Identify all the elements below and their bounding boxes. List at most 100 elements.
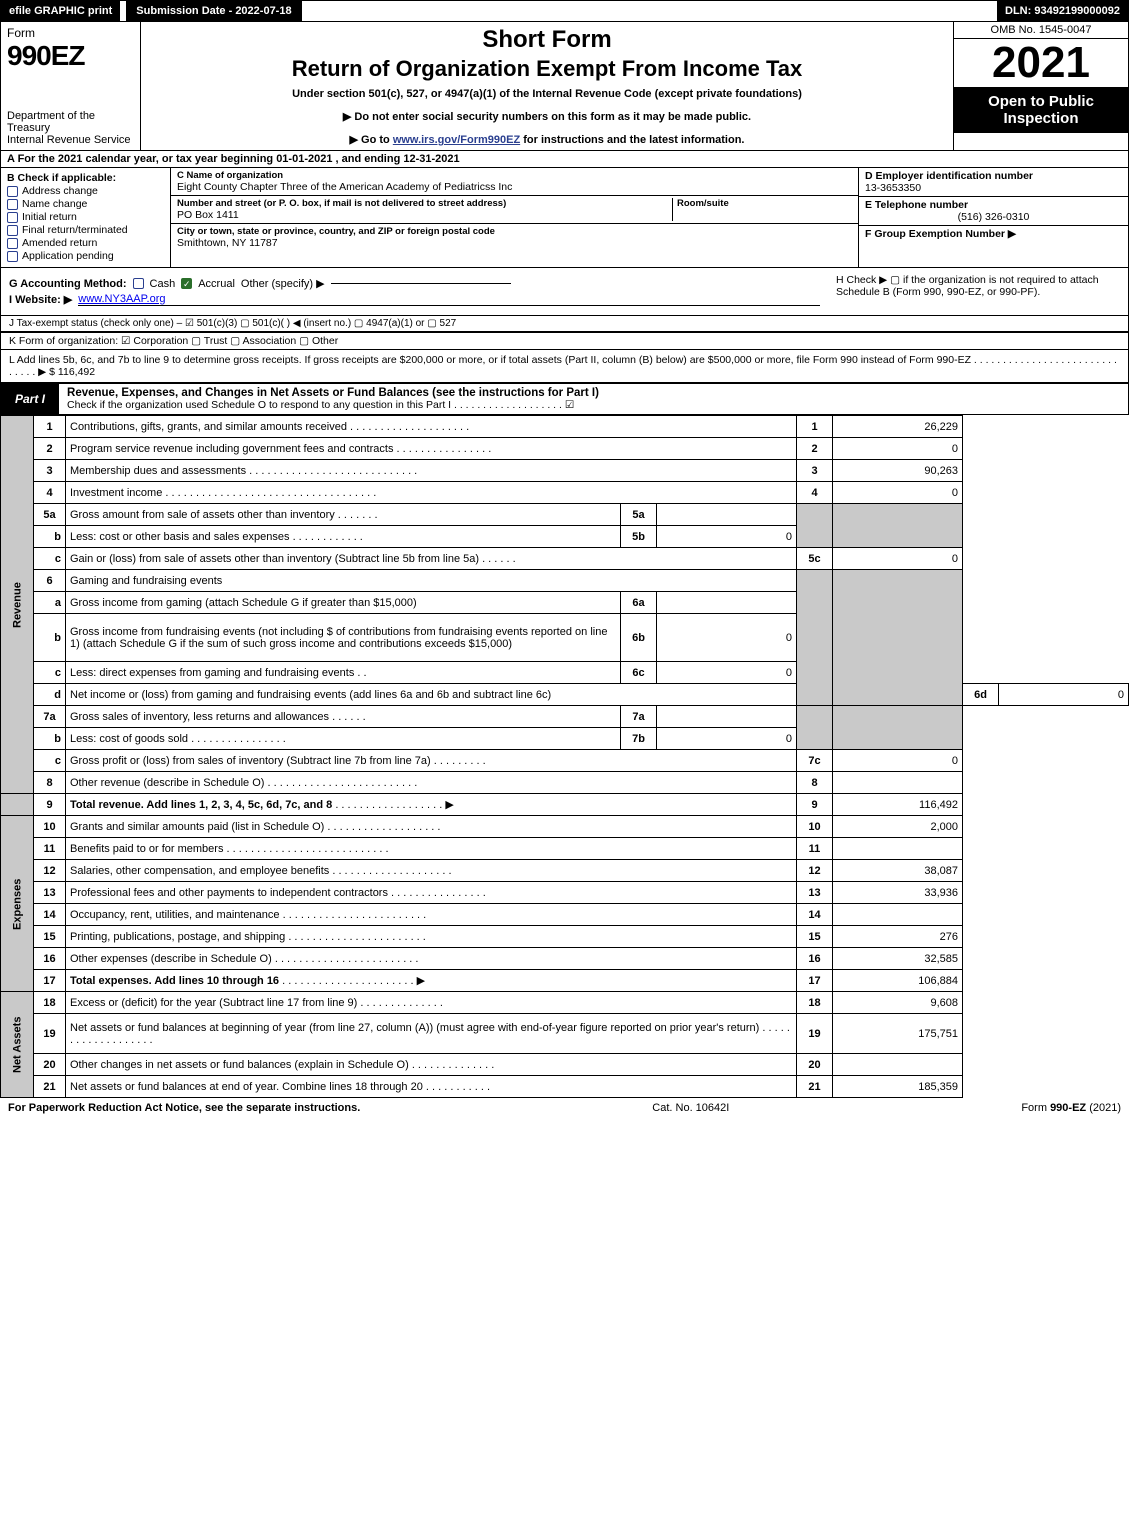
line-desc: Net assets or fund balances at beginning…	[66, 1014, 797, 1054]
section-bcdef: B Check if applicable: Address change Na…	[0, 168, 1129, 268]
amt	[833, 1054, 963, 1076]
amt: 185,359	[833, 1076, 963, 1098]
amt: 0	[999, 684, 1129, 706]
checkbox-icon[interactable]	[7, 225, 18, 236]
amt: 0	[833, 548, 963, 570]
line-desc: Professional fees and other payments to …	[66, 882, 797, 904]
line-desc: Occupancy, rent, utilities, and maintena…	[66, 904, 797, 926]
g-other-blank[interactable]	[331, 283, 511, 284]
lnno: 4	[34, 482, 66, 504]
amt-no: 8	[797, 772, 833, 794]
amt-no: 19	[797, 1014, 833, 1054]
amt-no: 6d	[963, 684, 999, 706]
line-10: Expenses 10 Grants and similar amounts p…	[1, 816, 1129, 838]
amt-no: 10	[797, 816, 833, 838]
checkbox-icon[interactable]	[7, 212, 18, 223]
lnno: 7a	[34, 706, 66, 728]
sub-val	[657, 706, 797, 728]
checkbox-icon[interactable]	[7, 251, 18, 262]
amt: 2,000	[833, 816, 963, 838]
form-subtitle: Under section 501(c), 527, or 4947(a)(1)…	[151, 88, 943, 100]
lnno: 14	[34, 904, 66, 926]
line-desc: Program service revenue including govern…	[66, 438, 797, 460]
d-lbl: D Employer identification number	[865, 170, 1122, 182]
line-7c: c Gross profit or (loss) from sales of i…	[1, 750, 1129, 772]
line-desc: Less: direct expenses from gaming and fu…	[66, 662, 621, 684]
line-17: 17 Total expenses. Add lines 10 through …	[1, 970, 1129, 992]
amt-no: 1	[797, 416, 833, 438]
col-c: C Name of organization Eight County Chap…	[171, 168, 858, 267]
lnno: d	[34, 684, 66, 706]
checkbox-icon[interactable]	[133, 278, 144, 289]
c-city-lbl: City or town, state or province, country…	[177, 226, 852, 237]
lines-table: Revenue 1 Contributions, gifts, grants, …	[0, 415, 1129, 1098]
c-city-row: City or town, state or province, country…	[171, 224, 858, 251]
website-link[interactable]: www.NY3AAP.org	[78, 293, 820, 306]
row-j: J Tax-exempt status (check only one) – ☑…	[0, 315, 1129, 332]
e-row: E Telephone number (516) 326-0310	[859, 197, 1128, 226]
checkbox-icon[interactable]	[7, 199, 18, 210]
lnno: 20	[34, 1054, 66, 1076]
line-4: 4 Investment income . . . . . . . . . . …	[1, 482, 1129, 504]
g-cash: Cash	[150, 278, 176, 290]
amt: 116,492	[833, 794, 963, 816]
amt-no: 16	[797, 948, 833, 970]
g-accrual: Accrual	[198, 278, 235, 290]
submission-date: Submission Date - 2022-07-18	[120, 1, 301, 21]
sub-lbl: 5a	[621, 504, 657, 526]
chk-name-change[interactable]: Name change	[7, 198, 164, 210]
chk-address-change[interactable]: Address change	[7, 185, 164, 197]
sub-lbl: 7b	[621, 728, 657, 750]
line-13: 13 Professional fees and other payments …	[1, 882, 1129, 904]
c-street-lbl: Number and street (or P. O. box, if mail…	[177, 198, 672, 209]
line-desc: Less: cost or other basis and sales expe…	[66, 526, 621, 548]
checkbox-icon[interactable]	[7, 186, 18, 197]
line-desc: Membership dues and assessments . . . . …	[66, 460, 797, 482]
chk-label: Address change	[22, 185, 98, 197]
line-desc: Net assets or fund balances at end of ye…	[66, 1076, 797, 1098]
amt-no: 9	[797, 794, 833, 816]
line-6: 6 Gaming and fundraising events	[1, 570, 1129, 592]
line-19: 19 Net assets or fund balances at beginn…	[1, 1014, 1129, 1054]
irs-link[interactable]: www.irs.gov/Form990EZ	[393, 134, 520, 146]
chk-application-pending[interactable]: Application pending	[7, 250, 164, 262]
line-desc: Other expenses (describe in Schedule O) …	[66, 948, 797, 970]
line-desc: Grants and similar amounts paid (list in…	[66, 816, 797, 838]
checkbox-icon[interactable]	[7, 238, 18, 249]
sub-lbl: 6c	[621, 662, 657, 684]
checkbox-checked-icon[interactable]: ✓	[181, 278, 192, 289]
line-5a: 5a Gross amount from sale of assets othe…	[1, 504, 1129, 526]
line-desc: Other changes in net assets or fund bala…	[66, 1054, 797, 1076]
top-bar: efile GRAPHIC print Submission Date - 20…	[0, 0, 1129, 22]
lnno: b	[34, 728, 66, 750]
chk-label: Final return/terminated	[22, 224, 128, 236]
lnno: 6	[34, 570, 66, 592]
row-k: K Form of organization: ☑ Corporation ▢ …	[0, 332, 1129, 350]
lnno: 17	[34, 970, 66, 992]
line-desc: Printing, publications, postage, and shi…	[66, 926, 797, 948]
efile-label[interactable]: efile GRAPHIC print	[1, 1, 120, 21]
i-lbl: I Website: ▶	[9, 293, 72, 306]
c-street-row: Number and street (or P. O. box, if mail…	[171, 196, 858, 224]
lnno: 1	[34, 416, 66, 438]
form-word: Form	[7, 26, 134, 40]
h-box: H Check ▶ ▢ if the organization is not r…	[828, 268, 1128, 315]
sub-lbl: 6a	[621, 592, 657, 614]
amt: 32,585	[833, 948, 963, 970]
form-number: 990EZ	[7, 40, 134, 72]
chk-final-return[interactable]: Final return/terminated	[7, 224, 164, 236]
line-desc: Contributions, gifts, grants, and simila…	[66, 416, 797, 438]
lnno: c	[34, 750, 66, 772]
dln-label: DLN: 93492199000092	[997, 1, 1128, 21]
amt-no: 7c	[797, 750, 833, 772]
chk-amended-return[interactable]: Amended return	[7, 237, 164, 249]
lnno: 11	[34, 838, 66, 860]
d-row: D Employer identification number 13-3653…	[859, 168, 1128, 197]
part1-header: Part I Revenue, Expenses, and Changes in…	[0, 383, 1129, 415]
line-desc: Gross amount from sale of assets other t…	[66, 504, 621, 526]
chk-initial-return[interactable]: Initial return	[7, 211, 164, 223]
amt	[833, 772, 963, 794]
lnno: c	[34, 548, 66, 570]
amt	[833, 904, 963, 926]
lnno: 12	[34, 860, 66, 882]
